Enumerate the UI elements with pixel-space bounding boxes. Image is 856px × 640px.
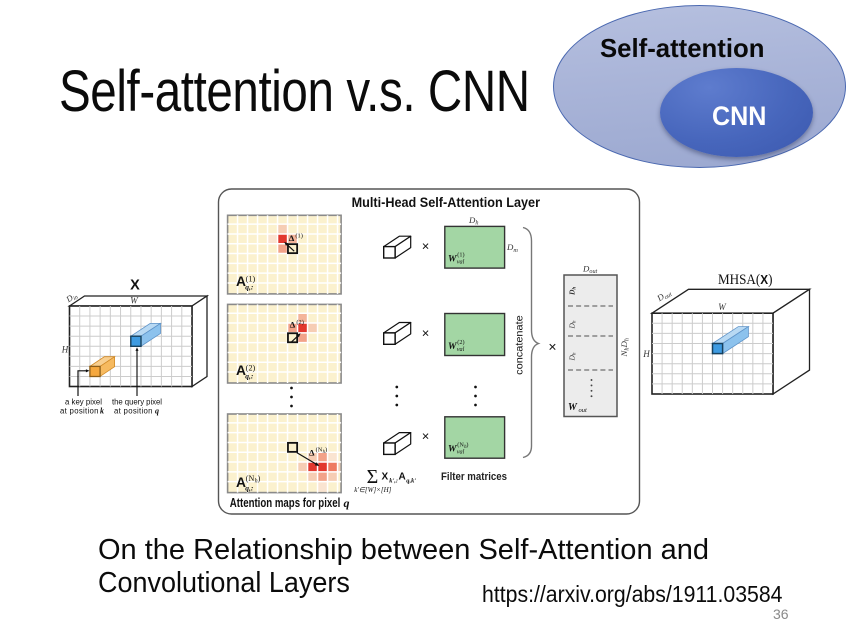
svg-text:×: × bbox=[422, 429, 430, 444]
svg-text:at position: at position bbox=[114, 407, 153, 416]
svg-text:Dh: Dh bbox=[568, 352, 578, 361]
svg-text:W: W bbox=[448, 255, 457, 265]
svg-text:H: H bbox=[642, 349, 650, 359]
svg-text:(N: (N bbox=[457, 442, 464, 449]
svg-text:Dout: Dout bbox=[582, 263, 598, 275]
svg-text:q: q bbox=[344, 496, 350, 510]
svg-text:the query pixel: the query pixel bbox=[112, 398, 162, 407]
svg-text:MHSA(X): MHSA(X) bbox=[718, 272, 773, 288]
svg-text:A: A bbox=[236, 363, 246, 378]
svg-text:): ) bbox=[325, 447, 327, 454]
svg-text:W: W bbox=[448, 445, 457, 455]
svg-text:Dh: Dh bbox=[468, 215, 478, 227]
svg-text:(1): (1) bbox=[457, 252, 464, 259]
svg-text:q: q bbox=[155, 407, 159, 416]
svg-text:(N: (N bbox=[316, 447, 323, 454]
svg-text:q,k': q,k' bbox=[406, 477, 416, 484]
svg-text:h: h bbox=[464, 445, 467, 450]
svg-text:W: W bbox=[130, 296, 139, 306]
svg-text:W: W bbox=[568, 402, 578, 413]
svg-text:A: A bbox=[399, 472, 406, 483]
svg-text:q,:: q,: bbox=[245, 372, 253, 381]
svg-text:Attention maps for pixel: Attention maps for pixel bbox=[230, 495, 341, 510]
svg-text:(1): (1) bbox=[295, 232, 302, 239]
svg-text:h: h bbox=[255, 479, 258, 485]
svg-text:W: W bbox=[718, 302, 727, 312]
svg-text:A: A bbox=[236, 475, 246, 490]
svg-text:val: val bbox=[457, 449, 465, 456]
svg-text:W: W bbox=[448, 342, 457, 352]
svg-text:(N: (N bbox=[246, 474, 255, 483]
svg-text:q,:: q,: bbox=[245, 283, 253, 292]
svg-text:(2): (2) bbox=[246, 363, 256, 372]
svg-text:H: H bbox=[61, 345, 69, 355]
svg-text:k: k bbox=[100, 407, 104, 416]
svg-text:X: X bbox=[130, 278, 140, 294]
svg-text:val: val bbox=[457, 346, 465, 353]
svg-text:×: × bbox=[422, 238, 430, 253]
svg-text:A: A bbox=[236, 274, 246, 289]
svg-text:at position: at position bbox=[60, 407, 99, 416]
svg-text:(1): (1) bbox=[246, 274, 256, 283]
svg-text:Dh: Dh bbox=[568, 320, 578, 329]
svg-text:X: X bbox=[382, 472, 389, 483]
svg-text:Σ: Σ bbox=[367, 466, 379, 488]
svg-text:concatenate: concatenate bbox=[514, 315, 526, 375]
svg-text:k'∈[W]×[H]: k'∈[W]×[H] bbox=[354, 486, 391, 494]
svg-text:×: × bbox=[548, 339, 556, 355]
svg-text:k',:: k',: bbox=[389, 477, 398, 484]
svg-text:Δ: Δ bbox=[309, 447, 315, 457]
svg-text:NhDh: NhDh bbox=[619, 338, 631, 357]
svg-text:Δ: Δ bbox=[289, 233, 295, 243]
svg-text:): ) bbox=[466, 442, 468, 449]
svg-text:a key pixel: a key pixel bbox=[65, 398, 102, 407]
svg-text:h: h bbox=[323, 450, 326, 455]
svg-text:Filter matrices: Filter matrices bbox=[441, 471, 507, 483]
svg-text:): ) bbox=[258, 474, 261, 483]
svg-text:q,:: q,: bbox=[245, 484, 253, 493]
svg-text:(2): (2) bbox=[296, 319, 303, 326]
svg-text:Multi-Head Self-Attention Laye: Multi-Head Self-Attention Layer bbox=[352, 195, 541, 210]
svg-text:out: out bbox=[579, 407, 588, 414]
svg-text:Dh: Dh bbox=[568, 287, 578, 296]
svg-text:Dm: Dm bbox=[506, 242, 518, 254]
svg-text:Δ: Δ bbox=[290, 320, 296, 330]
svg-text:val: val bbox=[457, 259, 465, 266]
svg-text:(2): (2) bbox=[457, 339, 464, 346]
svg-text:×: × bbox=[422, 325, 430, 340]
